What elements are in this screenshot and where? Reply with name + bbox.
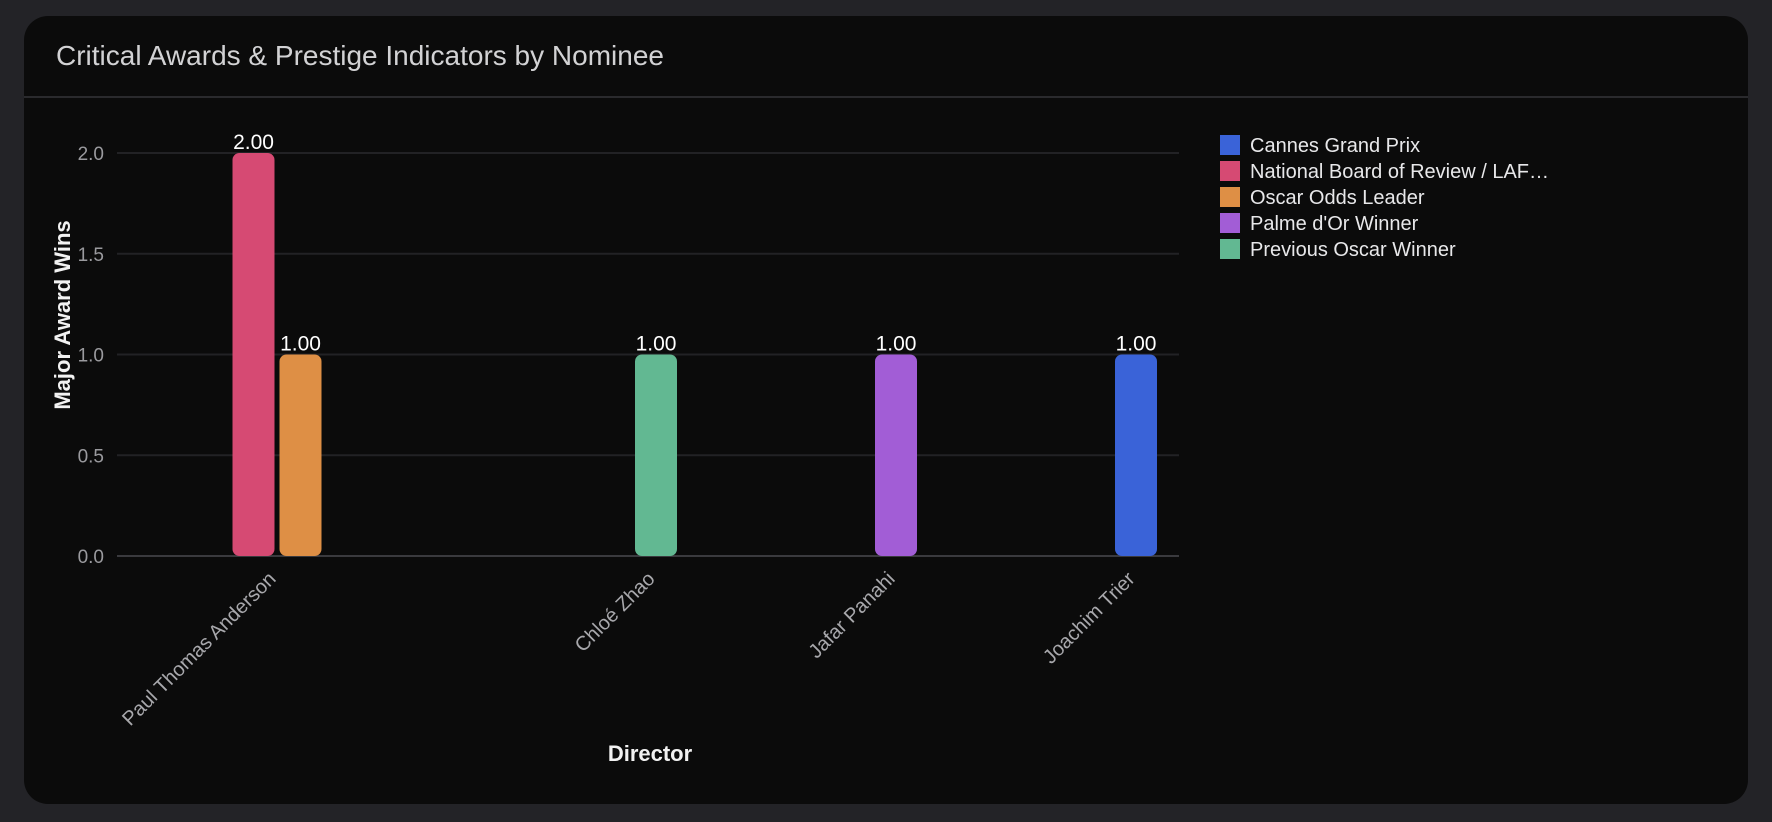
y-tick-label: 1.0 (78, 346, 104, 367)
bar[interactable] (232, 153, 275, 556)
x-tick-label: Paul Thomas Anderson (118, 568, 280, 730)
y-axis-title: Major Award Wins (50, 220, 75, 409)
legend-label: Oscar Odds Leader (1250, 187, 1425, 209)
legend-item[interactable]: Previous Oscar Winner (1220, 239, 1456, 261)
legend-swatch (1220, 161, 1240, 181)
x-axis-ticks: Paul Thomas Anderson Chloé Zhao Jafar Pana… (118, 568, 1140, 731)
legend-label: Previous Oscar Winner (1250, 239, 1456, 261)
legend-swatch (1220, 187, 1240, 207)
bar[interactable] (875, 354, 917, 557)
legend-item[interactable]: Palme d'Or Winner (1220, 213, 1419, 235)
x-tick-label: Joachim Trier (1039, 568, 1140, 669)
chart-title: Critical Awards & Prestige Indicators by… (56, 40, 664, 71)
bar[interactable] (635, 354, 677, 557)
legend-label: Palme d'Or Winner (1250, 213, 1419, 235)
y-tick-label: 0.5 (78, 446, 104, 467)
y-tick-label: 1.5 (78, 245, 104, 266)
bar[interactable] (279, 354, 322, 557)
bar-value-label: 1.00 (636, 333, 677, 356)
legend-item[interactable]: Oscar Odds Leader (1220, 187, 1425, 209)
card-header: Critical Awards & Prestige Indicators by… (24, 16, 1748, 98)
legend-label: National Board of Review / LAF… (1250, 161, 1549, 183)
bars (232, 153, 1157, 557)
bar-value-label: 2.00 (233, 131, 274, 154)
bar-value-label: 1.00 (876, 333, 917, 356)
legend-swatch (1220, 213, 1240, 233)
legend-label: Cannes Grand Prix (1250, 135, 1420, 157)
legend: Cannes Grand Prix National Board of Revie… (1220, 135, 1549, 261)
chart-card: Critical Awards & Prestige Indicators by… (24, 16, 1748, 804)
legend-item[interactable]: Cannes Grand Prix (1220, 135, 1420, 157)
bar-chart: 0.0 0.5 1.0 1.5 2.0 2.00 1.00 1.00 1.00 1.00 Pau… (50, 131, 1549, 766)
y-tick-label: 2.0 (78, 144, 104, 165)
legend-item[interactable]: National Board of Review / LAF… (1220, 161, 1549, 183)
y-axis-ticks: 0.0 0.5 1.0 1.5 2.0 (78, 144, 104, 568)
legend-swatch (1220, 135, 1240, 155)
y-tick-label: 0.0 (78, 547, 104, 568)
x-tick-label: Chloé Zhao (571, 568, 660, 657)
x-tick-label: Jafar Panahi (805, 568, 900, 663)
bar[interactable] (1115, 354, 1157, 557)
x-axis-title: Director (608, 741, 693, 766)
bar-labels: 2.00 1.00 1.00 1.00 1.00 (233, 131, 1156, 356)
bar-value-label: 1.00 (1116, 333, 1157, 356)
legend-swatch (1220, 239, 1240, 259)
bar-value-label: 1.00 (280, 333, 321, 356)
